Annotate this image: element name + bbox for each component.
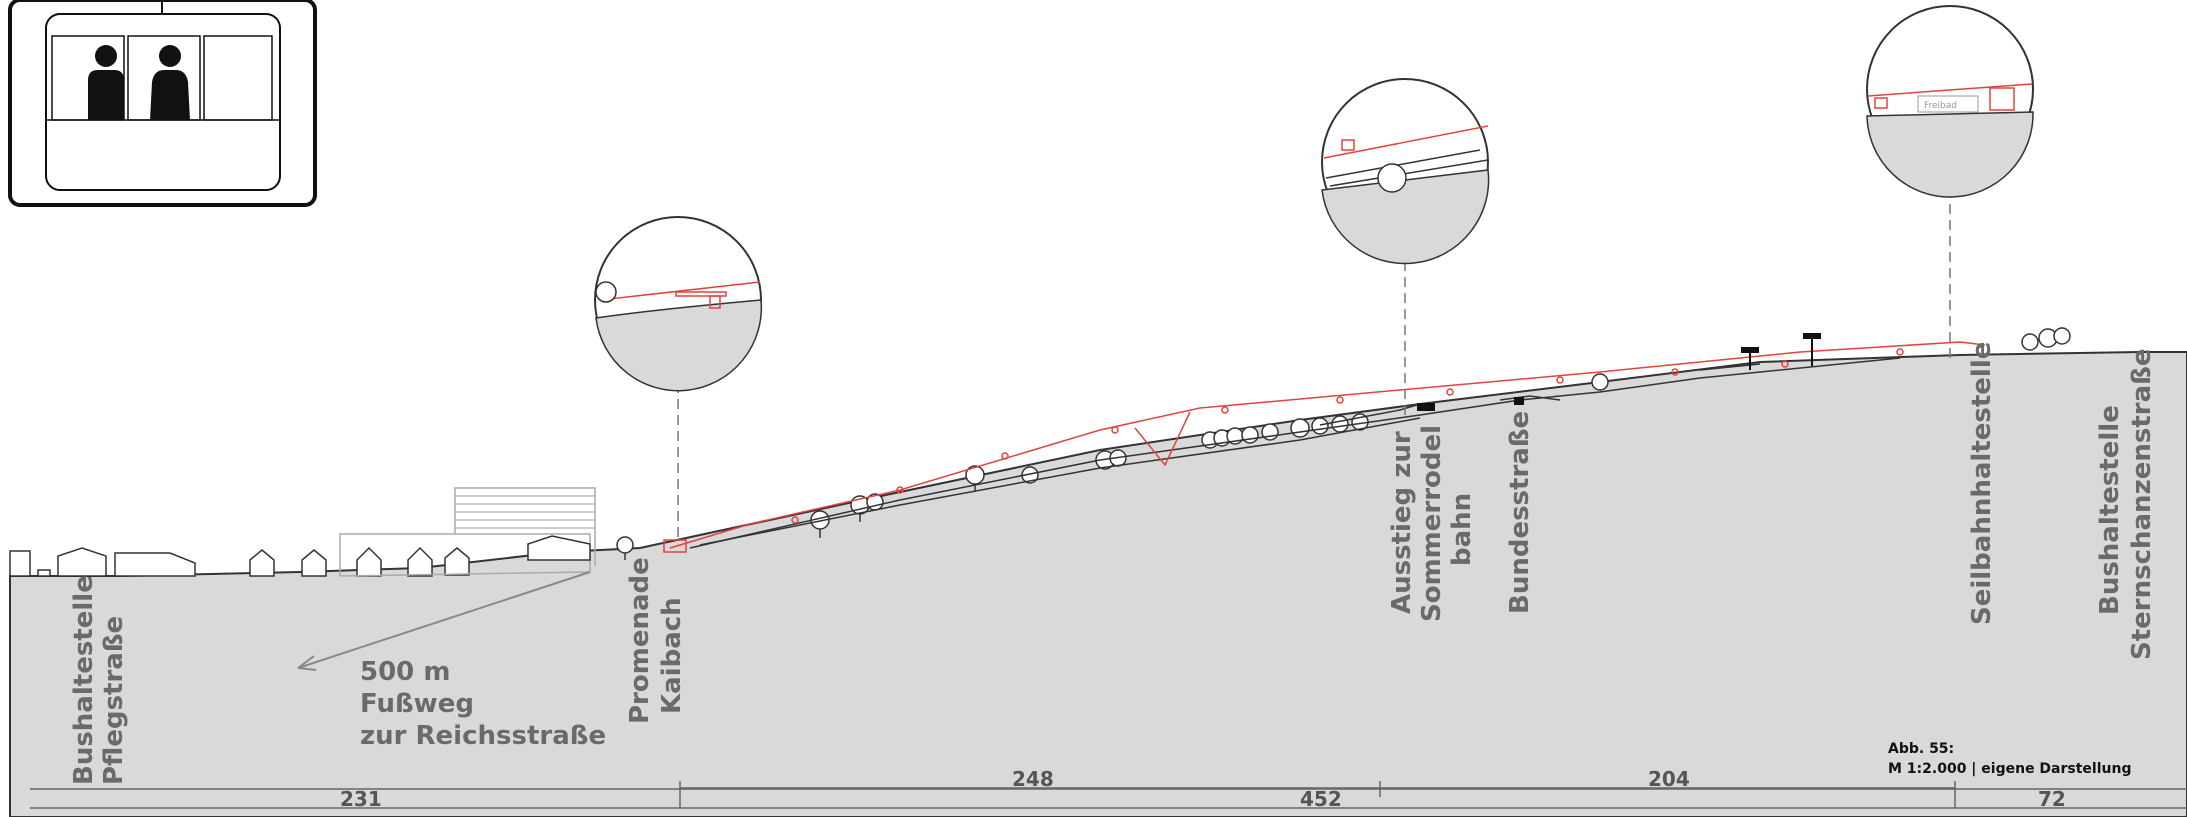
dim-72: 72 [2038, 787, 2066, 811]
detail-circle-cable-station: Freibad [1866, 5, 2034, 360]
label-promenade-1: Promenade [625, 557, 655, 724]
label-promenade-2: Kaibach [657, 597, 687, 714]
label-bus-pflegstrasse-1: Bushaltestelle [69, 575, 99, 785]
dim-452: 452 [1300, 787, 1342, 811]
buildings-left [9, 487, 596, 577]
label-bus-sternschanze-1: Bushaltestelle [2095, 405, 2125, 615]
dim-231: 231 [340, 787, 382, 811]
cable-line [663, 341, 1986, 553]
walkway-arrow [297, 571, 591, 671]
terrain-fill [9, 351, 2187, 817]
label-walkway-1: 500 m [360, 657, 450, 687]
station-sign-text: Freibad [1924, 101, 1957, 111]
dim-204: 204 [1648, 767, 1690, 791]
label-bus-sternschanze-2: Sternschanzenstraße [2127, 349, 2157, 660]
dimension-lines [30, 781, 2187, 809]
label-exit-1: Ausstieg zur [1387, 431, 1417, 614]
label-walkway-3: zur Reichsstraße [360, 721, 606, 751]
label-walkway-2: Fußweg [360, 689, 474, 719]
slope-paths [689, 357, 1901, 549]
detail-circle-promenade [594, 216, 763, 540]
label-exit-3: bahn [1447, 493, 1477, 566]
label-cable-car-stop: Seilbahnhaltestelle [1967, 342, 1997, 625]
detail-circle-exit [1321, 78, 1490, 420]
dim-248: 248 [1012, 767, 1054, 791]
label-bundesstrasse: Bundesstraße [1505, 411, 1535, 614]
pylons [1417, 333, 1821, 411]
scale-caption: M 1:2.000 | eigene Darstellung [1888, 761, 2131, 777]
person-woman-icon [159, 45, 181, 67]
label-exit-2: Sommerrodel [1417, 425, 1447, 622]
figure-caption: Abb. 55: [1888, 741, 1954, 757]
person-man-icon [95, 45, 117, 67]
gondola-cabin-icon [8, 0, 317, 207]
trees [616, 327, 2071, 560]
label-bus-pflegstrasse-2: Pflegstraße [99, 616, 129, 785]
